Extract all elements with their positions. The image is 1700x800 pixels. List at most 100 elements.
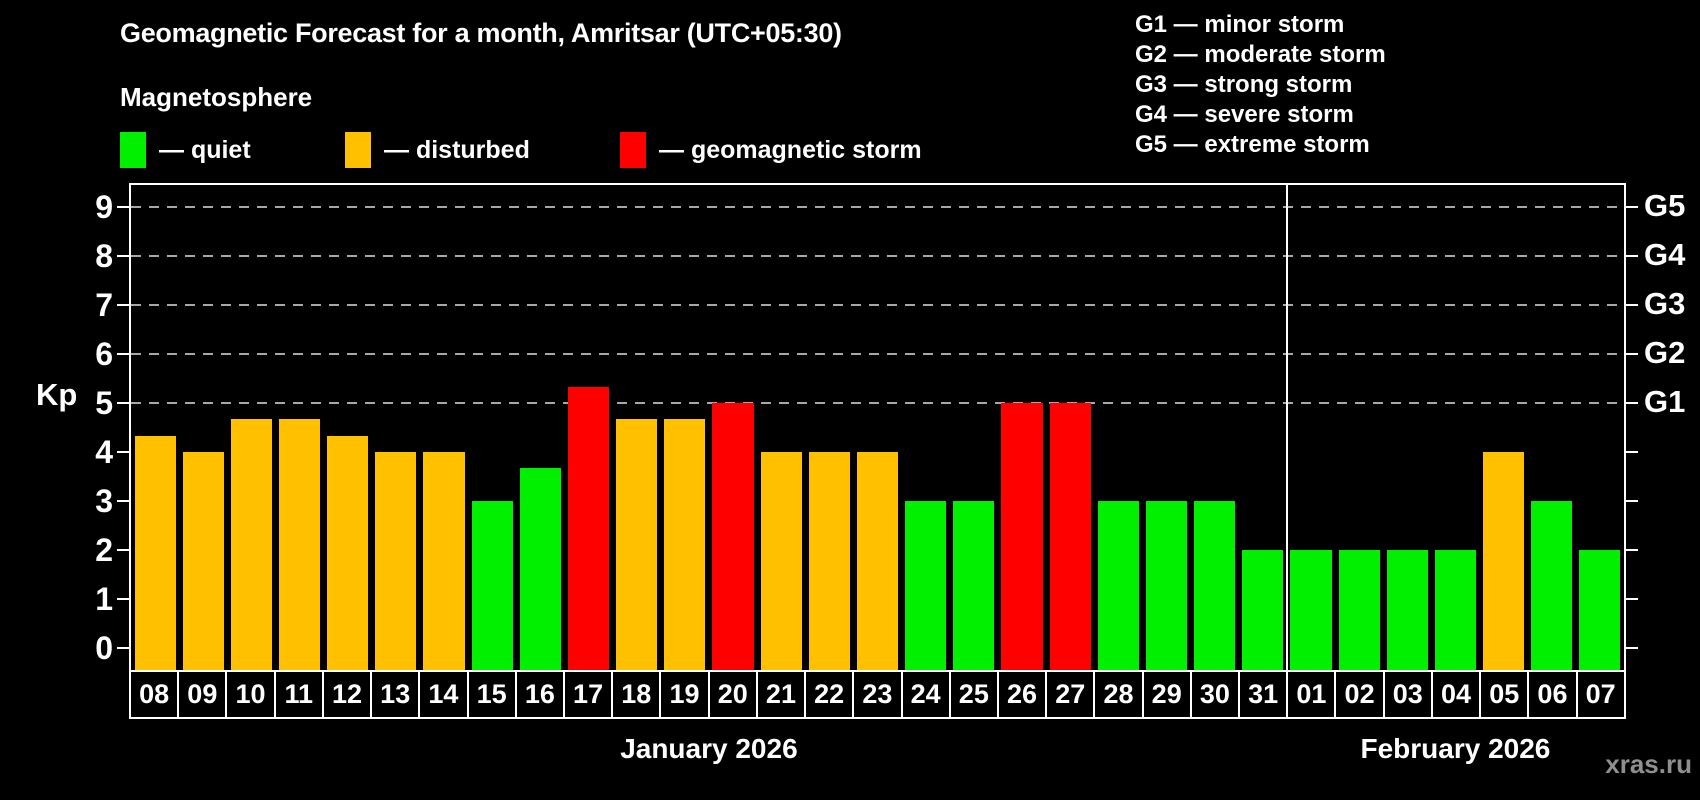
kp-bar-09	[182, 452, 224, 670]
y-axis-label-0: 0	[95, 630, 113, 666]
xras-watermark-link[interactable]: xras.ru	[1605, 749, 1692, 779]
kp-bar-19	[664, 419, 706, 670]
kp-bar-20	[712, 403, 754, 670]
y-axis-title: Kp	[36, 377, 78, 412]
kp-bar-08	[134, 435, 176, 670]
y-axis-tick-left	[117, 549, 131, 551]
day-label-22: 22	[804, 672, 852, 717]
y-axis-tick-left	[117, 598, 131, 600]
kp-bar-12	[327, 435, 369, 670]
day-label-14: 14	[418, 672, 466, 717]
day-label-31: 31	[1238, 672, 1286, 717]
day-label-18: 18	[611, 672, 659, 717]
y-axis-label-5: 5	[95, 385, 113, 421]
x-axis-day-row: 08 09 10 11 12 13 14 15 16 17 18 19 20 21 22 23 24 25 26 27…	[129, 670, 1626, 719]
y-axis-tick-right	[1624, 500, 1638, 502]
plot-area	[129, 183, 1626, 672]
day-label-11: 11	[273, 672, 322, 717]
kp-bar-26	[1001, 403, 1043, 670]
g-scale-label-g3: G3	[1644, 286, 1686, 321]
day-label-23: 23	[852, 672, 900, 717]
day-label-28: 28	[1093, 672, 1141, 717]
y-axis-label-3: 3	[95, 483, 113, 519]
day-label-30: 30	[1189, 672, 1238, 717]
day-label-08: 08	[139, 679, 170, 709]
kp-bar-24	[905, 501, 947, 670]
day-label-02: 02	[1334, 672, 1382, 717]
day-label-07: 07	[1575, 672, 1624, 717]
y-axis-tick-right	[1624, 402, 1638, 404]
y-axis-label-7: 7	[95, 287, 113, 323]
kp-bar-29	[1145, 501, 1188, 670]
day-label-21: 21	[755, 672, 804, 717]
kp-bar-14	[423, 452, 465, 670]
legend-item-label: — disturbed	[384, 135, 530, 164]
kp-bar-16	[519, 468, 561, 670]
day-label-19: 19	[659, 672, 707, 717]
chart-title: Geomagnetic Forecast for a month, Amrits…	[120, 18, 842, 48]
kp-bar-22	[808, 452, 850, 670]
g-legend-line-g5: G5 — extreme storm	[1135, 131, 1370, 158]
month-label: February 2026	[1360, 733, 1551, 764]
y-axis-tick-right	[1624, 647, 1638, 649]
y-axis-tick-right	[1624, 206, 1638, 208]
g-legend-line-g2: G2 — moderate storm	[1135, 41, 1386, 68]
gridline-kp9	[131, 206, 1624, 208]
kp-bar-30	[1194, 501, 1236, 670]
g-scale-label-g5: G5	[1644, 188, 1686, 223]
gridline-kp6	[131, 353, 1624, 355]
y-axis-tick-left	[117, 451, 131, 453]
day-label-10: 10	[225, 672, 273, 717]
month-separator	[1285, 185, 1288, 670]
kp-state-legend: — quiet — disturbed — geomagnetic storm	[0, 131, 1100, 169]
kp-bar-01	[1290, 550, 1332, 670]
legend-item-geomagnetic-storm: — geomagnetic storm	[620, 131, 922, 169]
y-axis-tick-left	[117, 255, 131, 257]
day-label-16: 16	[514, 672, 563, 717]
kp-bar-18	[616, 419, 658, 670]
g-scale-label-g4: G4	[1644, 237, 1686, 272]
y-axis-tick-right	[1624, 598, 1638, 600]
y-axis-tick-left	[117, 353, 131, 355]
day-label-20: 20	[707, 672, 756, 717]
y-axis-tick-right	[1624, 353, 1638, 355]
y-axis-tick-left	[117, 304, 131, 306]
day-label-26: 26	[996, 672, 1045, 717]
y-axis-label-8: 8	[95, 238, 113, 274]
legend-item-label: — quiet	[159, 135, 251, 164]
day-label-15: 15	[466, 672, 515, 717]
g-scale-label-g1: G1	[1644, 384, 1686, 419]
g-scale-legend: G1 — minor storm G2 — moderate storm G3 …	[1135, 10, 1386, 160]
kp-bar-28	[1097, 501, 1139, 670]
y-axis-tick-left	[117, 402, 131, 404]
y-axis-label-1: 1	[95, 581, 113, 617]
y-axis-tick-right	[1624, 304, 1638, 306]
legend-item-quiet: — quiet	[120, 131, 251, 169]
day-label-24: 24	[900, 672, 949, 717]
kp-bar-13	[375, 452, 417, 670]
day-label-06: 06	[1527, 672, 1575, 717]
kp-bar-21	[760, 452, 802, 670]
y-axis-tick-left	[117, 647, 131, 649]
kp-bar-02	[1338, 550, 1380, 670]
magnetosphere-label: Magnetosphere	[120, 82, 313, 112]
y-axis-tick-right	[1624, 549, 1638, 551]
kp-bar-31	[1242, 550, 1284, 670]
day-label-03: 03	[1382, 672, 1431, 717]
kp-bar-17	[567, 386, 610, 670]
month-label: January 2026	[620, 733, 798, 764]
y-axis-tick-left	[117, 206, 131, 208]
kp-bar-04	[1434, 550, 1476, 670]
legend-item-label: — geomagnetic storm	[659, 135, 922, 164]
gridline-kp7	[131, 304, 1624, 306]
day-label-17: 17	[562, 672, 611, 717]
legend-item-disturbed: — disturbed	[345, 131, 530, 169]
kp-bar-06	[1531, 501, 1573, 670]
day-label-29: 29	[1141, 672, 1190, 717]
day-label-13: 13	[370, 672, 418, 717]
g-legend-line-g4: G4 — severe storm	[1135, 101, 1354, 128]
kp-bar-27	[1049, 403, 1091, 670]
day-label-09: 09	[177, 672, 225, 717]
day-label-12: 12	[321, 672, 370, 717]
